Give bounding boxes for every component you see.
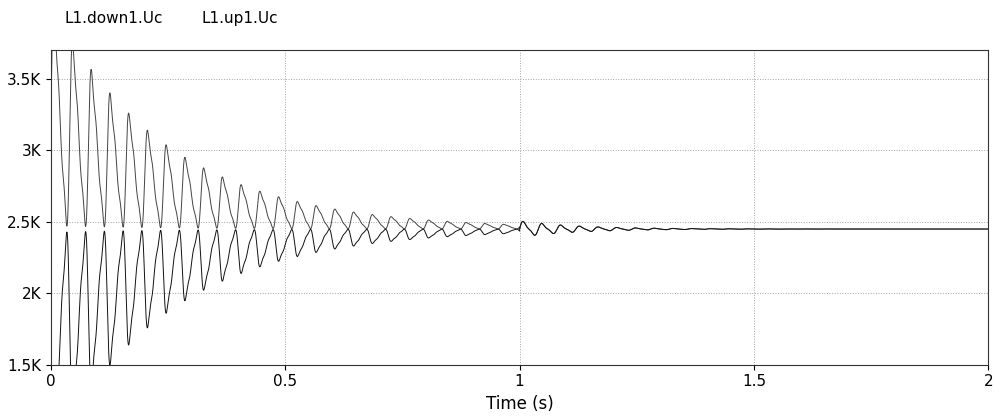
X-axis label: Time (s): Time (s) <box>486 395 553 413</box>
Legend: L1.down1.Uc, L1.up1.Uc: L1.down1.Uc, L1.up1.Uc <box>59 5 284 32</box>
